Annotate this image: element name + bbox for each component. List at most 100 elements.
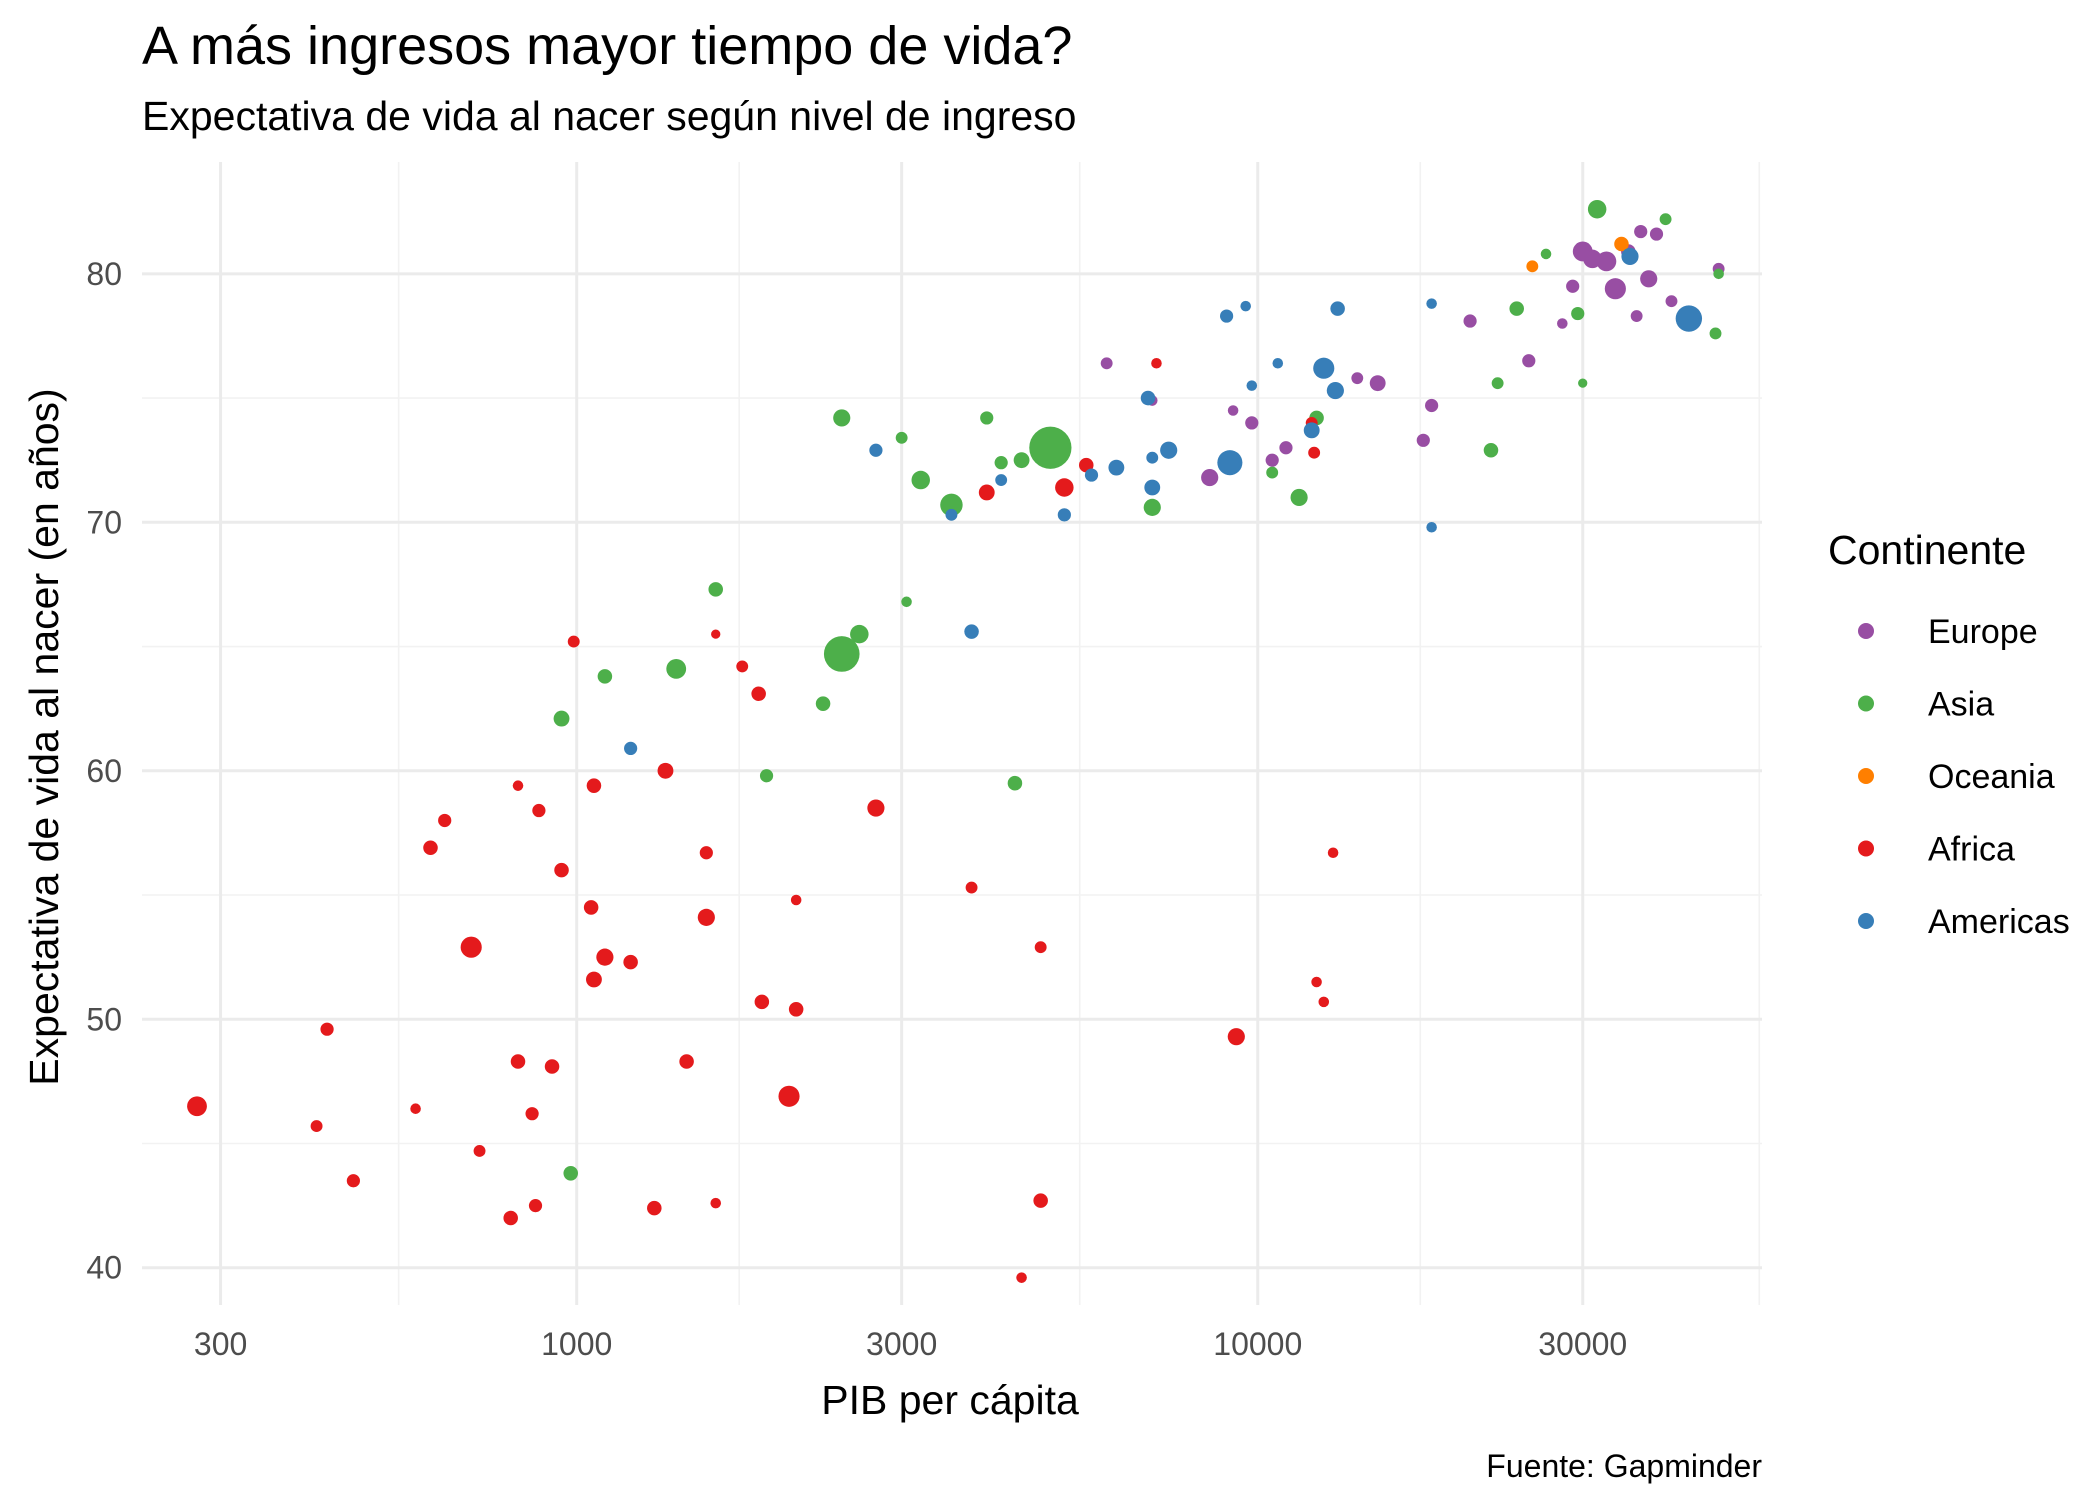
y-tick-label: 50 — [86, 1001, 122, 1037]
data-point — [563, 1166, 578, 1181]
data-point — [473, 1145, 486, 1157]
y-axis-ticks: 40 50 60 70 80 — [86, 256, 122, 1286]
data-point — [586, 971, 602, 988]
data-point — [736, 660, 749, 673]
legend: Continente Europe Asia Oceania Africa Americ… — [1828, 527, 2070, 941]
data-point — [1143, 498, 1161, 516]
data-point — [1330, 301, 1345, 316]
data-point — [867, 799, 885, 817]
series-europe — [1100, 224, 1725, 487]
data-point — [1266, 466, 1279, 479]
data-point — [320, 1022, 334, 1036]
data-point — [346, 1174, 360, 1188]
chart-caption: Fuente: Gapminder — [1486, 1448, 1762, 1484]
legend-key-oceania — [1858, 768, 1874, 784]
data-point — [410, 1103, 421, 1114]
legend-label: Oceania — [1928, 758, 2055, 796]
data-point — [1369, 375, 1386, 392]
data-point — [1630, 310, 1643, 322]
data-point — [869, 443, 883, 457]
data-point — [1313, 357, 1335, 379]
data-point — [657, 762, 674, 779]
data-point — [510, 1054, 526, 1069]
data-point — [1029, 426, 1072, 469]
data-point — [1640, 270, 1658, 288]
data-point — [1016, 1272, 1027, 1283]
data-point — [1034, 941, 1047, 954]
data-point — [1311, 976, 1322, 988]
x-tick-label: 10000 — [1213, 1326, 1302, 1362]
data-point — [1108, 459, 1125, 476]
data-points — [187, 199, 1725, 1283]
data-point — [980, 411, 994, 425]
data-point — [994, 456, 1008, 470]
y-axis-title: Expectativa de vida al nacer (en años) — [21, 388, 67, 1085]
data-point — [1540, 248, 1552, 260]
data-point — [895, 431, 908, 444]
data-point — [597, 669, 613, 684]
data-point — [790, 894, 802, 906]
data-point — [1201, 468, 1219, 487]
x-tick-label: 300 — [194, 1326, 247, 1362]
data-point — [1483, 442, 1499, 458]
data-point — [697, 908, 715, 926]
chart-title: A más ingresos mayor tiempo de vida? — [142, 16, 1072, 76]
data-point — [699, 846, 713, 860]
data-point — [1240, 300, 1251, 312]
data-point — [1649, 227, 1664, 241]
data-point — [1308, 446, 1321, 459]
legend-label: Africa — [1928, 831, 2015, 869]
data-point — [553, 710, 570, 727]
data-point — [647, 1200, 662, 1216]
data-point — [1578, 378, 1588, 388]
data-point — [567, 635, 580, 648]
data-point — [624, 741, 638, 756]
legend-key-asia — [1858, 695, 1874, 712]
data-point — [666, 658, 687, 679]
data-point — [1587, 199, 1607, 219]
data-point — [1621, 247, 1639, 266]
data-point — [460, 936, 482, 958]
series-asia — [553, 199, 1724, 1181]
data-point — [1604, 278, 1626, 300]
data-point — [1057, 508, 1071, 522]
data-point — [964, 624, 979, 639]
data-point — [1326, 382, 1344, 400]
legend-key-africa — [1858, 840, 1874, 857]
data-point — [978, 484, 995, 501]
data-point — [751, 686, 766, 702]
legend-label: Americas — [1928, 903, 2070, 941]
data-point — [1416, 433, 1430, 447]
data-point — [1246, 380, 1258, 391]
data-point — [512, 780, 524, 791]
legend-key-americas — [1858, 913, 1874, 929]
data-point — [1055, 478, 1074, 497]
x-tick-label: 30000 — [1538, 1326, 1627, 1362]
data-point — [1571, 306, 1585, 321]
y-tick-label: 80 — [86, 256, 122, 292]
data-point — [554, 862, 569, 878]
data-point — [1140, 390, 1156, 406]
x-axis-ticks: 300 1000 3000 10000 30000 — [194, 1326, 1627, 1362]
data-point — [911, 470, 930, 490]
data-point — [788, 1002, 804, 1017]
data-point — [1318, 996, 1330, 1008]
data-point — [1659, 213, 1672, 226]
data-point — [1160, 441, 1178, 459]
data-point — [1526, 260, 1539, 273]
data-point — [525, 1107, 539, 1121]
series-americas — [624, 247, 1703, 756]
data-point — [708, 582, 723, 597]
data-point — [1144, 479, 1161, 496]
y-tick-label: 60 — [86, 753, 122, 789]
legend-label: Europe — [1928, 613, 2038, 651]
data-point — [1522, 354, 1536, 368]
data-point — [583, 900, 599, 915]
legend-label: Asia — [1928, 686, 1994, 724]
data-point — [1425, 398, 1439, 413]
data-point — [778, 1085, 800, 1107]
x-tick-label: 3000 — [866, 1326, 937, 1362]
data-point — [995, 474, 1008, 486]
data-point — [965, 881, 978, 894]
data-point — [1227, 405, 1239, 416]
